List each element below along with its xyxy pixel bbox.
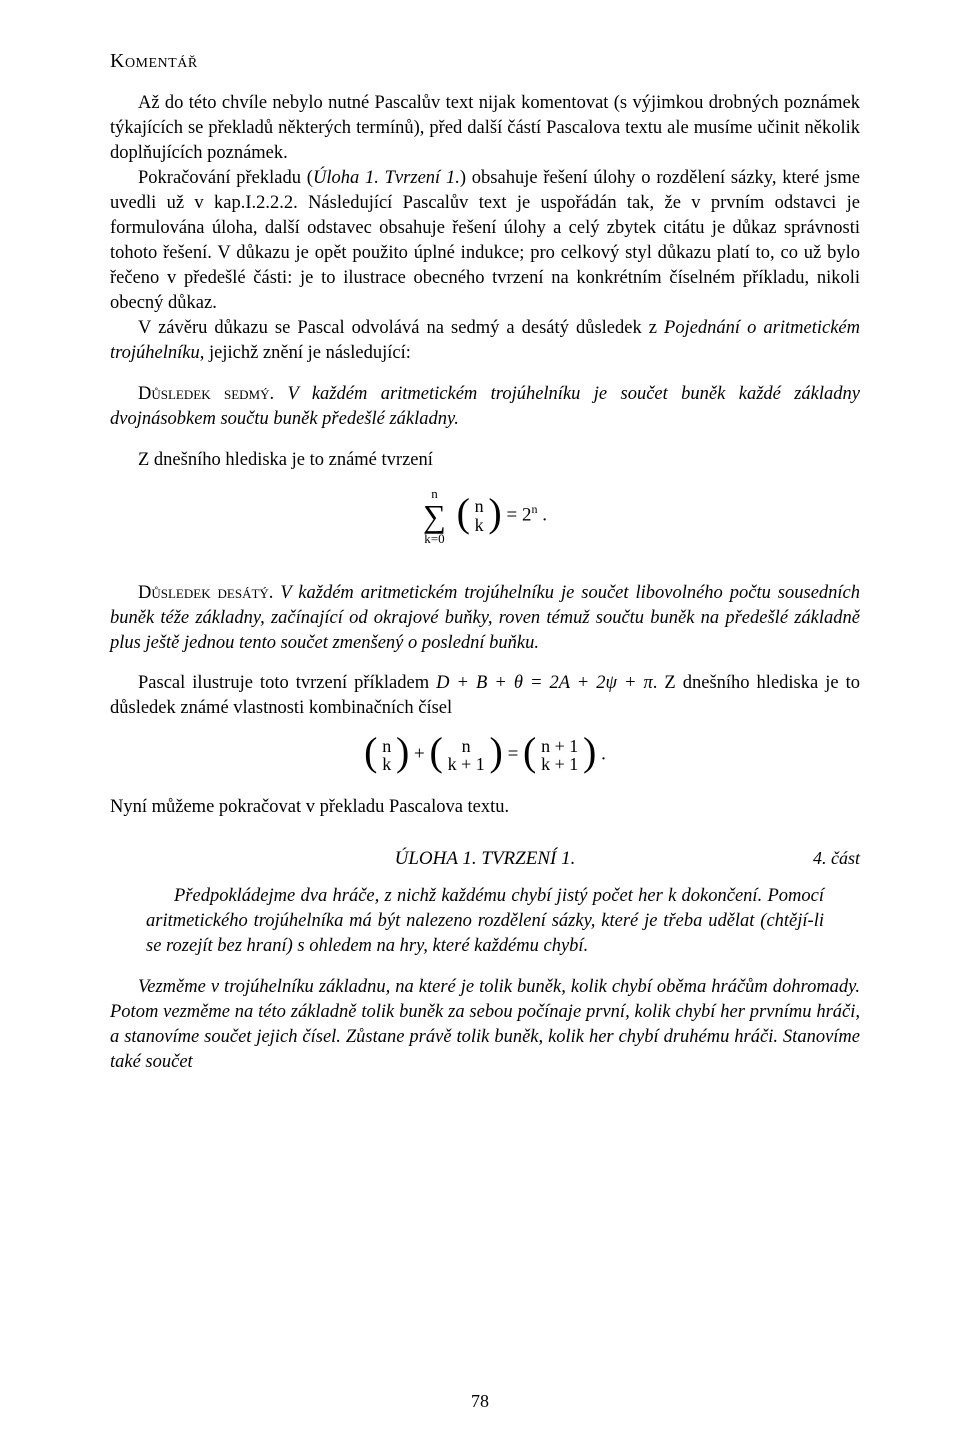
quoted-problem: Předpokládejme dva hráče, z nichž každém…	[110, 884, 860, 959]
binom-a: ( n k )	[364, 735, 409, 775]
paragraph-3: V závěru důkazu se Pascal odvolává na se…	[110, 316, 860, 366]
lparen-icon: (	[523, 732, 536, 772]
corollary-7: Důsledek sedmý. V každém aritmetickém tr…	[110, 382, 860, 432]
plus: +	[414, 744, 429, 765]
paragraph-2: Pokračování překladu (Úloha 1. Tvrzení 1…	[110, 166, 860, 316]
page-content: Komentář Až do této chvíle nebylo nutné …	[0, 0, 960, 1440]
binom1-top: n	[475, 496, 484, 516]
rparen-icon: )	[396, 732, 409, 772]
p2-post: ) obsahuje řešení úlohy o rozdělení sázk…	[110, 168, 860, 313]
p2-pre: Pokračování překladu (	[138, 168, 313, 188]
sigma-icon: ∑	[423, 500, 446, 532]
paragraph-6: Nyní můžeme pokračovat v překladu Pascal…	[110, 795, 860, 820]
formula-1: n ∑ k=0 ( n k ) = 2 n .	[110, 487, 860, 545]
bb-bot: k + 1	[448, 754, 485, 774]
binom1-bot: k	[475, 515, 484, 535]
paragraph-4: Z dnešního hlediska je to známé tvrzení	[110, 448, 860, 473]
binom-1: ( n k )	[457, 496, 502, 536]
paragraph-1: Až do této chvíle nebylo nutné Pascalův …	[110, 91, 860, 166]
ba-bot: k	[382, 754, 391, 774]
formula2-trail: .	[601, 744, 606, 765]
p2-ital: Úloha 1. Tvrzení 1.	[313, 168, 460, 188]
title-text: ÚLOHA 1. TVRZENÍ 1.	[395, 848, 576, 869]
problem-title: ÚLOHA 1. TVRZENÍ 1. 4. část	[110, 848, 860, 870]
bb-top: n	[462, 736, 471, 756]
formula1-rhs: = 2	[507, 504, 532, 525]
p5-eq: D + B + θ = 2A + 2ψ + π	[436, 673, 653, 693]
section-header: Komentář	[110, 50, 860, 73]
rparen-icon: )	[488, 493, 501, 533]
bc-top: n + 1	[541, 736, 578, 756]
d7-label: Důsledek sedmý.	[138, 384, 274, 404]
p5a: Pascal ilustruje toto tvrzení příkladem	[138, 673, 436, 693]
d10-label: Důsledek desátý.	[138, 583, 273, 603]
title-part: 4. část	[813, 848, 860, 869]
rparen-icon: )	[490, 732, 503, 772]
lparen-icon: (	[364, 732, 377, 772]
formula1-trail: .	[537, 504, 547, 525]
corollary-10: Důsledek desátý. V každém aritmetickém t…	[110, 581, 860, 656]
binom-b: ( n k + 1 )	[430, 735, 503, 775]
lparen-icon: (	[430, 732, 443, 772]
formula-2: ( n k ) + ( n k + 1 ) = ( n + 1 k + 1 )	[110, 735, 860, 775]
rparen-icon: )	[583, 732, 596, 772]
summation: n ∑ k=0	[423, 487, 446, 545]
paragraph-5: Pascal ilustruje toto tvrzení příkladem …	[110, 671, 860, 721]
binom-c: ( n + 1 k + 1 )	[523, 735, 596, 775]
quote-1: Předpokládejme dva hráče, z nichž každém…	[146, 884, 824, 959]
lparen-icon: (	[457, 493, 470, 533]
bc-bot: k + 1	[541, 754, 578, 774]
eq: =	[508, 744, 523, 765]
quote-2: Vezměme v trojúhelníku základnu, na kter…	[110, 975, 860, 1075]
p3-pre: V závěru důkazu se Pascal odvolává na se…	[138, 318, 664, 338]
ba-top: n	[382, 736, 391, 756]
sum-lower: k=0	[423, 532, 446, 545]
page-number: 78	[0, 1391, 960, 1412]
p3-post: , jejichž znění je následující:	[200, 343, 411, 363]
